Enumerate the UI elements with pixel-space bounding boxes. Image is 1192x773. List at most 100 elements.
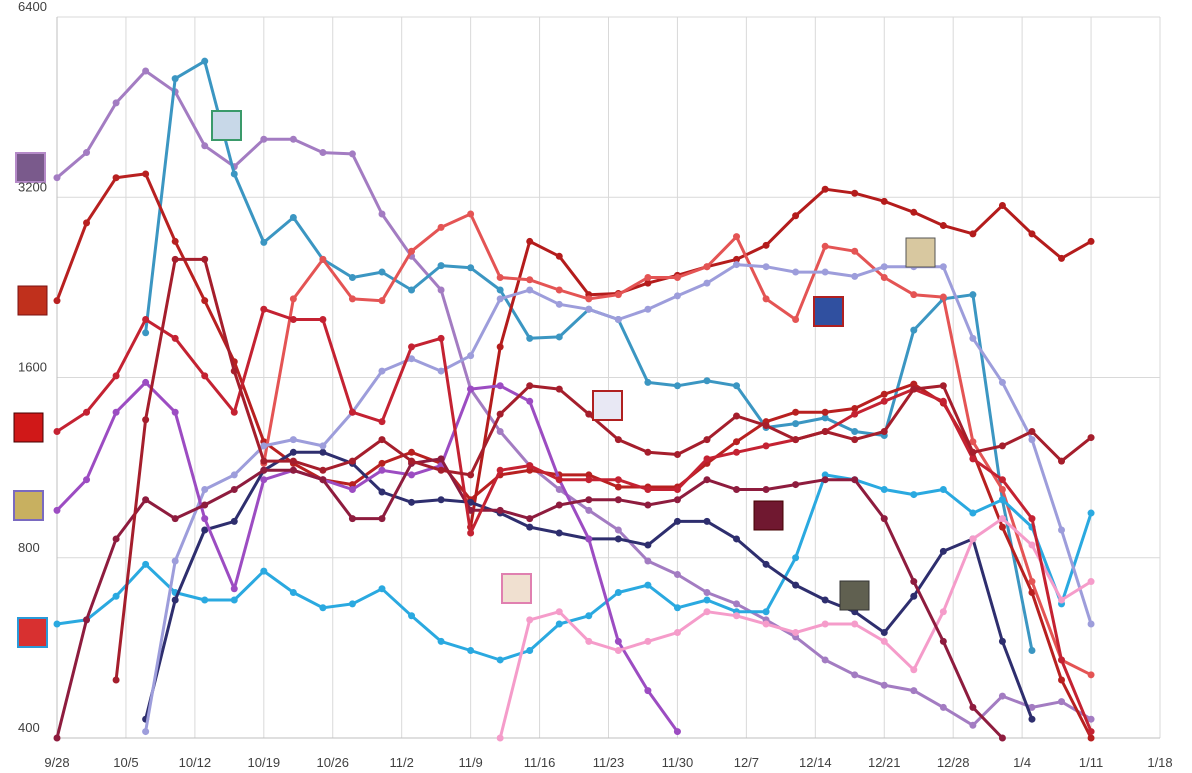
data-point — [555, 529, 563, 537]
data-point — [319, 448, 327, 456]
data-point — [703, 517, 711, 525]
series-line — [55, 380, 679, 733]
data-point — [910, 592, 918, 600]
data-point — [467, 264, 475, 272]
data-point — [496, 410, 504, 418]
data-point — [1028, 230, 1036, 238]
data-point — [171, 515, 179, 523]
data-point — [673, 382, 681, 390]
data-point — [673, 274, 681, 282]
data-point — [880, 390, 888, 398]
data-point — [585, 612, 593, 620]
data-point — [1058, 254, 1066, 262]
data-point — [437, 466, 445, 474]
data-point — [112, 99, 120, 107]
thumbnail-icons — [13, 110, 936, 648]
data-point — [585, 637, 593, 645]
data-point — [673, 486, 681, 494]
data-point — [939, 397, 947, 405]
data-point — [230, 367, 238, 375]
data-point — [319, 604, 327, 612]
data-point — [112, 408, 120, 416]
data-point — [496, 427, 504, 435]
data-point — [733, 448, 741, 456]
data-point — [348, 274, 356, 282]
data-point — [437, 496, 445, 504]
data-point — [496, 734, 504, 742]
data-point — [585, 506, 593, 514]
y-tick-label: 800 — [18, 540, 40, 555]
data-point — [467, 385, 475, 393]
icon — [753, 500, 784, 531]
data-point — [733, 255, 741, 263]
data-point — [1058, 457, 1066, 465]
data-point — [733, 535, 741, 543]
data-point — [792, 315, 800, 323]
data-point — [998, 515, 1006, 523]
data-point — [1028, 436, 1036, 444]
data-point — [378, 436, 386, 444]
data-point — [496, 295, 504, 303]
data-point — [289, 214, 297, 222]
data-point — [201, 57, 209, 65]
data-point — [171, 596, 179, 604]
data-point — [644, 305, 652, 313]
data-point — [1087, 671, 1095, 679]
data-point — [644, 541, 652, 549]
data-point — [526, 647, 534, 655]
data-point — [585, 305, 593, 313]
series-lines — [53, 57, 1095, 742]
data-point — [260, 457, 268, 465]
data-point — [821, 185, 829, 193]
data-point — [555, 286, 563, 294]
icon — [211, 110, 242, 141]
data-point — [969, 455, 977, 463]
data-point — [762, 620, 770, 628]
data-point — [821, 268, 829, 276]
icon — [17, 285, 48, 316]
data-point — [703, 436, 711, 444]
data-point — [555, 608, 563, 616]
data-point — [1028, 647, 1036, 655]
x-tick-label: 11/30 — [662, 755, 694, 770]
data-point — [526, 462, 534, 470]
data-point — [289, 457, 297, 465]
icon — [15, 152, 46, 183]
data-point — [142, 560, 150, 568]
data-point — [762, 560, 770, 568]
data-point — [880, 515, 888, 523]
data-point — [260, 476, 268, 484]
x-tick-label: 12/21 — [868, 755, 901, 770]
data-point — [851, 436, 859, 444]
x-tick-label: 1/4 — [1013, 755, 1031, 770]
data-point — [201, 596, 209, 604]
icon — [592, 390, 623, 421]
data-point — [289, 436, 297, 444]
data-point — [939, 222, 947, 230]
data-point — [260, 238, 268, 246]
data-point — [378, 459, 386, 467]
data-point — [910, 385, 918, 393]
data-point — [998, 734, 1006, 742]
data-point — [585, 410, 593, 418]
data-point — [880, 397, 888, 405]
data-point — [437, 262, 445, 270]
data-point — [348, 457, 356, 465]
data-point — [1087, 509, 1095, 517]
data-point — [614, 315, 622, 323]
data-point — [319, 315, 327, 323]
data-point — [408, 498, 416, 506]
data-point — [142, 416, 150, 424]
x-tick-label: 12/7 — [734, 755, 759, 770]
data-point — [1087, 715, 1095, 723]
grid — [56, 16, 1161, 739]
data-point — [526, 382, 534, 390]
icon — [501, 573, 532, 604]
data-point — [171, 255, 179, 263]
data-point — [437, 223, 445, 231]
data-point — [644, 581, 652, 589]
data-point — [437, 637, 445, 645]
data-point — [142, 170, 150, 178]
series-line — [55, 172, 1093, 739]
data-point — [348, 408, 356, 416]
